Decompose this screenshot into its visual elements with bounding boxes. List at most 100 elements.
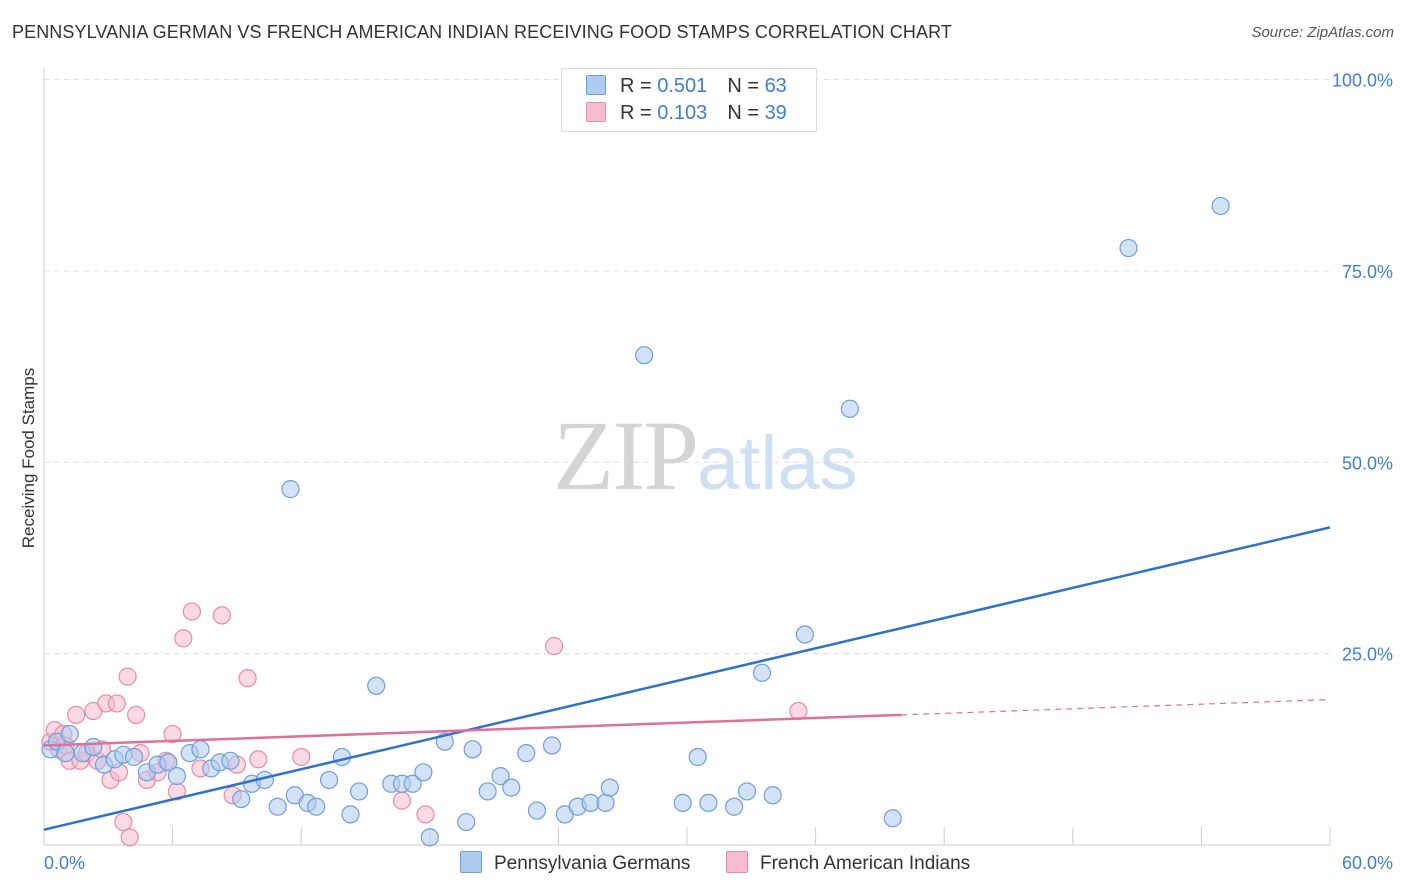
- y-tick-label: 25.0%: [1342, 645, 1393, 665]
- data-point: [491, 767, 510, 786]
- series-french-american-indians: [41, 602, 808, 847]
- data-point: [159, 753, 178, 772]
- data-point: [795, 625, 814, 644]
- legend-n-value: 39: [764, 102, 787, 124]
- legend-r-label: R =: [620, 102, 658, 124]
- data-point: [124, 747, 144, 767]
- axes: [43, 68, 1331, 846]
- watermark-atlas: atlas: [697, 421, 858, 506]
- trend-line-french-american-indians: [43, 713, 902, 747]
- x-tick-label: 60.0%: [1342, 853, 1393, 873]
- gridlines: [44, 79, 1330, 655]
- data-point: [84, 737, 103, 757]
- data-point: [416, 805, 435, 824]
- data-point: [737, 782, 757, 801]
- data-point: [527, 801, 547, 820]
- data-point: [191, 740, 210, 759]
- data-point: [478, 782, 497, 801]
- bottom-legend-french-american-indians: French American Indians: [726, 851, 970, 877]
- bottom-legend-swatch-pink: [726, 851, 748, 873]
- data-point: [596, 793, 615, 813]
- data-point: [1211, 196, 1230, 216]
- data-point: [67, 705, 86, 724]
- trend-line-pennsylvania-germans: [43, 526, 1331, 831]
- data-point: [341, 805, 360, 824]
- data-point: [403, 774, 422, 793]
- data-point: [127, 705, 146, 724]
- y-tick-label: 100.0%: [1332, 71, 1393, 91]
- data-point: [249, 750, 268, 769]
- data-point: [725, 797, 744, 816]
- legend-n-label: N =: [727, 102, 765, 124]
- data-point: [167, 767, 186, 786]
- data-point: [635, 346, 654, 365]
- data-point: [463, 740, 482, 759]
- y-tick-label: 75.0%: [1342, 262, 1393, 282]
- bottom-legend-label: Pennsylvania Germans: [494, 853, 691, 874]
- legend-r-value: 0.103: [657, 102, 708, 124]
- trend-lines: [43, 526, 1331, 831]
- data-point: [221, 751, 240, 770]
- data-point: [752, 663, 772, 682]
- data-point: [268, 797, 287, 816]
- legend-r-value: 0.501: [657, 75, 708, 97]
- source-credit: Source: ZipAtlas.com: [1251, 24, 1394, 41]
- data-point: [367, 676, 386, 695]
- data-point: [292, 747, 311, 767]
- tick-labels: 25.0% 50.0% 75.0% 100.0% 0.0% 60.0%: [44, 71, 1393, 873]
- data-point: [107, 694, 126, 713]
- data-point: [1119, 238, 1138, 258]
- data-point: [174, 629, 193, 648]
- data-point: [163, 724, 182, 744]
- data-point: [120, 828, 139, 847]
- bottom-legend-label: French American Indians: [760, 853, 971, 874]
- chart-title: PENNSYLVANIA GERMAN VS FRENCH AMERICAN I…: [12, 22, 952, 42]
- correlation-legend: R = 0.501 N = 63 R = 0.103 N = 39: [561, 68, 817, 132]
- legend-row-french-american-indians: R = 0.103 N = 39: [586, 102, 787, 128]
- data-point: [763, 786, 782, 805]
- data-point: [545, 636, 564, 656]
- data-point: [56, 744, 75, 763]
- trend-line-extension-french-american-indians: [901, 698, 1331, 716]
- data-point: [840, 399, 859, 418]
- data-point: [114, 812, 133, 832]
- legend-n-value: 63: [764, 75, 787, 97]
- data-point: [789, 701, 808, 721]
- legend-swatch-blue: [586, 75, 606, 95]
- data-point: [502, 778, 521, 797]
- data-point: [118, 667, 137, 686]
- legend-r-label: R =: [620, 75, 658, 97]
- legend-row-pennsylvania-germans: R = 0.501 N = 63: [586, 75, 787, 101]
- watermark-zip: ZIP: [553, 400, 699, 511]
- data-point: [232, 789, 251, 809]
- data-point: [319, 770, 339, 790]
- y-axis-title: Receiving Food Stamps: [19, 368, 38, 548]
- data-point: [457, 812, 476, 832]
- data-point: [212, 606, 231, 625]
- data-point: [349, 782, 369, 801]
- legend-n-label: N =: [727, 75, 765, 97]
- legend-swatch-pink: [586, 102, 606, 122]
- bottom-legend-swatch-blue: [460, 851, 482, 873]
- data-point: [688, 747, 707, 767]
- data-point: [542, 736, 562, 755]
- series-pennsylvania-germans: [41, 196, 1230, 847]
- data-point: [420, 828, 439, 847]
- data-point: [699, 793, 718, 813]
- x-tick-label: 0.0%: [44, 853, 85, 873]
- data-point: [182, 602, 201, 621]
- data-point: [238, 669, 257, 688]
- data-point: [60, 724, 79, 744]
- data-point: [883, 809, 902, 828]
- y-tick-label: 50.0%: [1342, 453, 1393, 473]
- watermark: ZIPatlas: [553, 398, 858, 513]
- data-point: [414, 763, 433, 782]
- data-point: [517, 744, 536, 763]
- data-point: [600, 778, 619, 797]
- data-point: [307, 797, 326, 816]
- data-point: [281, 480, 300, 499]
- bottom-legend-pennsylvania-germans: Pennsylvania Germans: [460, 851, 690, 877]
- data-point: [673, 793, 692, 813]
- data-point: [392, 791, 412, 810]
